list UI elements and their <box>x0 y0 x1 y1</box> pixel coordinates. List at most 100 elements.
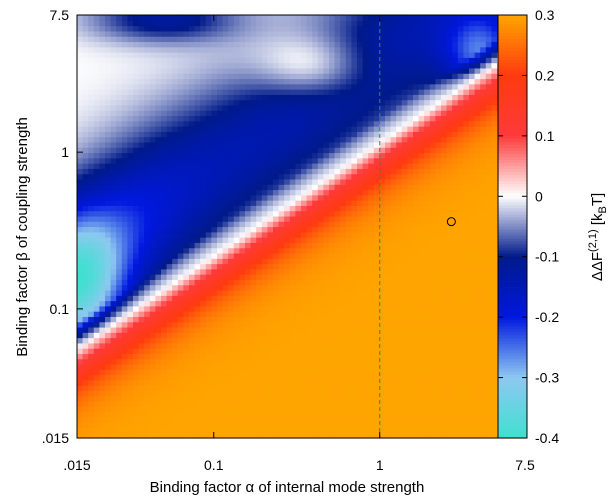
heatmap-cell <box>418 136 425 143</box>
heatmap-cell <box>345 284 352 291</box>
heatmap-cell <box>116 194 123 201</box>
heatmap-cell <box>323 131 330 138</box>
heatmap-cell <box>312 157 319 164</box>
heatmap-cell <box>155 242 162 249</box>
heatmap-cell <box>116 163 123 169</box>
heatmap-cell <box>194 73 201 80</box>
heatmap-cell <box>278 147 285 154</box>
heatmap-cell <box>306 332 313 339</box>
heatmap-cell <box>82 289 89 296</box>
heatmap-cell <box>351 263 358 270</box>
heatmap-cell <box>88 247 95 254</box>
heatmap-cell <box>211 104 218 111</box>
heatmap-cell <box>396 110 403 117</box>
heatmap-cell <box>121 120 128 127</box>
heatmap-cell <box>278 104 285 111</box>
heatmap-cell <box>273 78 280 85</box>
heatmap-cell <box>155 152 162 159</box>
heatmap-cell <box>161 41 168 48</box>
heatmap-cell <box>256 231 263 238</box>
heatmap-cell <box>385 231 392 238</box>
heatmap-cell <box>345 25 352 32</box>
heatmap-cell <box>239 337 246 344</box>
heatmap-cell <box>273 279 280 286</box>
heatmap-cell <box>228 385 235 392</box>
heatmap-cell <box>194 194 201 201</box>
heatmap-cell <box>183 78 190 85</box>
heatmap-cell <box>357 41 364 48</box>
heatmap-cell <box>233 369 240 376</box>
heatmap-cell <box>228 168 235 175</box>
heatmap-cell <box>368 284 375 291</box>
heatmap-cell <box>418 131 425 138</box>
heatmap-cell <box>396 332 403 339</box>
heatmap-cell <box>407 363 414 370</box>
heatmap-cell <box>289 432 296 439</box>
heatmap-cell <box>340 242 347 249</box>
heatmap-cell <box>172 427 179 434</box>
heatmap-cell <box>217 284 224 291</box>
heatmap-cell <box>390 41 397 48</box>
heatmap-cell <box>418 152 425 159</box>
heatmap-cell <box>407 226 414 233</box>
heatmap-cell <box>138 36 145 43</box>
heatmap-cell <box>323 30 330 37</box>
heatmap-cell <box>121 36 128 43</box>
heatmap-cell <box>340 131 347 138</box>
heatmap-cell <box>418 231 425 238</box>
heatmap-cell <box>217 205 224 212</box>
heatmap-cell <box>155 363 162 370</box>
heatmap-cell <box>390 141 397 148</box>
heatmap-cell <box>362 342 369 349</box>
heatmap-cell <box>306 221 313 228</box>
heatmap-cell <box>161 210 168 217</box>
heatmap-cell <box>200 390 207 397</box>
heatmap-cell <box>211 67 218 74</box>
heatmap-cell <box>323 284 330 291</box>
heatmap-cell <box>138 141 145 148</box>
heatmap-cell <box>228 411 235 418</box>
heatmap-cell <box>329 332 336 339</box>
heatmap-cell <box>362 274 369 280</box>
heatmap-cell <box>121 178 128 185</box>
heatmap-cell <box>289 258 296 265</box>
heatmap-cell <box>233 284 240 291</box>
heatmap-cell <box>284 115 291 122</box>
heatmap-cell <box>205 141 212 148</box>
heatmap-cell <box>228 25 235 32</box>
heatmap-cell <box>222 189 229 196</box>
heatmap-cell <box>161 226 168 233</box>
heatmap-cell <box>273 163 280 169</box>
heatmap-cell <box>418 94 425 101</box>
heatmap-cell <box>267 178 274 185</box>
heatmap-cell <box>267 332 274 339</box>
heatmap-cell <box>413 342 420 349</box>
heatmap-cell <box>306 205 313 212</box>
heatmap-cell <box>121 432 128 439</box>
heatmap-cell <box>110 379 117 386</box>
heatmap-cell <box>396 221 403 228</box>
heatmap-cell <box>233 57 240 64</box>
heatmap-cell <box>323 242 330 249</box>
heatmap-cell <box>205 411 212 418</box>
heatmap-cell <box>116 99 123 106</box>
heatmap-cell <box>127 62 134 69</box>
heatmap-cell <box>390 83 397 90</box>
heatmap-cell <box>250 289 257 296</box>
heatmap-cell <box>200 178 207 185</box>
heatmap-cell <box>200 284 207 291</box>
heatmap-cell <box>329 416 336 423</box>
heatmap-cell <box>116 126 123 132</box>
heatmap-cell <box>138 163 145 169</box>
heatmap-cell <box>200 94 207 101</box>
heatmap-cell <box>161 30 168 37</box>
heatmap-cell <box>177 173 184 180</box>
heatmap-cell <box>267 279 274 286</box>
heatmap-cell <box>217 115 224 122</box>
heatmap-cell <box>424 258 431 265</box>
heatmap-cell <box>250 411 257 418</box>
heatmap-cell <box>317 422 324 429</box>
heatmap-cell <box>317 141 324 148</box>
heatmap-cell <box>368 25 375 32</box>
heatmap-cell <box>121 363 128 370</box>
